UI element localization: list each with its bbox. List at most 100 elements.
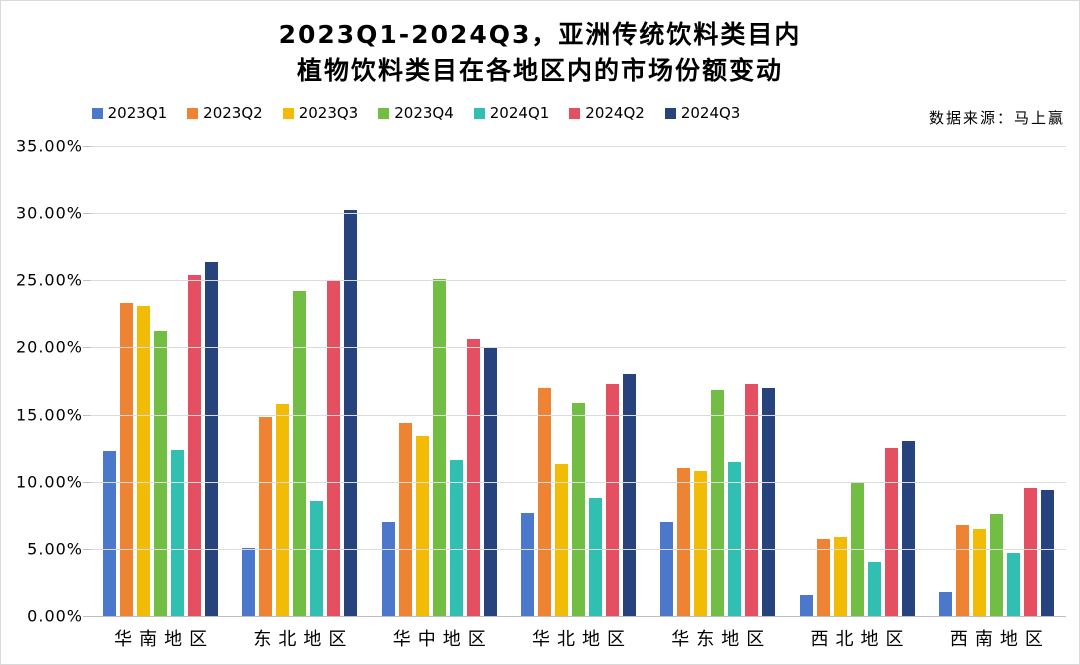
bar-2023q4: [432, 278, 446, 616]
legend-item-2023q2: 2023Q2: [187, 104, 263, 122]
y-axis-tick: [83, 481, 91, 483]
legend-swatch-icon: [664, 107, 676, 119]
gridline: [91, 213, 1066, 215]
gridline: [91, 347, 1066, 349]
gridline: [91, 481, 1066, 483]
y-axis-label: 35.00%: [15, 136, 83, 156]
bar-2024q3: [622, 374, 636, 616]
y-axis-label: 10.00%: [15, 472, 83, 492]
bar-group-4: [509, 146, 648, 616]
legend-swatch-icon: [187, 107, 199, 119]
bar-2023q3: [694, 470, 708, 616]
x-axis-label: 华中地区: [392, 629, 493, 650]
bar-2023q1: [103, 450, 117, 616]
x-axis-label: 东北地区: [253, 629, 354, 650]
gridline: [91, 280, 1066, 282]
bar-2023q2: [816, 539, 830, 616]
x-axis-label: 华北地区: [531, 629, 632, 650]
legend-swatch-icon: [282, 107, 294, 119]
bar-2023q3: [137, 305, 151, 616]
bar-2023q3: [276, 403, 290, 616]
x-axis-label: 西北地区: [810, 629, 911, 650]
legend-item-2024q2: 2024Q2: [569, 104, 645, 122]
legend-label: 2024Q3: [680, 104, 741, 122]
bar-2024q1: [588, 497, 602, 616]
bar-2023q2: [120, 303, 134, 616]
bar-2024q3: [1040, 489, 1054, 616]
bar-2023q3: [554, 464, 568, 616]
gridline: [91, 414, 1066, 416]
legend-item-2024q3: 2024Q3: [664, 104, 741, 122]
x-axis-line: [91, 616, 1066, 617]
legend-item-2023q1: 2023Q1: [91, 104, 167, 122]
bar-2023q2: [259, 417, 273, 616]
bar-2024q3: [762, 387, 776, 616]
y-axis-tick: [83, 548, 91, 550]
bar-2024q2: [1023, 488, 1037, 616]
y-axis-label: 20.00%: [15, 337, 83, 357]
bar-2023q2: [537, 387, 551, 616]
bar-2024q1: [449, 460, 463, 616]
data-source-label: 数据来源：马上赢: [928, 109, 1065, 127]
bar-group-5: [648, 146, 787, 616]
bar-group-6: [787, 146, 926, 616]
bar-2023q2: [398, 422, 412, 616]
bar-2024q1: [728, 461, 742, 616]
legend-label: 2023Q4: [394, 104, 454, 122]
y-axis-labels: 0.00% 5.00% 10.00% 15.00% 20.00% 25.00% 30.00%…: [1, 137, 83, 626]
plot-area: [83, 146, 1066, 617]
bar-2023q4: [989, 513, 1003, 616]
bar-2023q4: [154, 331, 168, 616]
bar-2024q2: [745, 383, 759, 616]
bar-2023q3: [833, 536, 847, 616]
bar-group-7: [927, 146, 1066, 616]
legend-label: 2024Q1: [489, 104, 550, 122]
bar-2024q1: [1006, 552, 1020, 616]
y-axis-tick: [83, 616, 91, 617]
bar-2023q1: [799, 594, 813, 616]
legend-item-2023q4: 2023Q4: [378, 104, 454, 122]
x-axis-label: 华东地区: [671, 629, 772, 650]
bar-2023q2: [677, 468, 691, 616]
bar-group-2: [230, 146, 369, 616]
bar-2024q1: [867, 562, 881, 616]
x-axis-label: 西南地区: [949, 629, 1050, 650]
bar-group-3: [370, 146, 509, 616]
y-axis-label: 5.00%: [27, 539, 83, 559]
bar-2024q3: [205, 261, 219, 616]
bar-group-1: [91, 146, 230, 616]
x-axis-label: 华南地区: [114, 629, 215, 650]
y-axis-tick: [83, 213, 91, 215]
bar-2023q1: [938, 591, 952, 616]
chart-title-line1: 2023Q1-2024Q3，亚洲传统饮料类目内: [278, 20, 802, 49]
chart-title-line2: 植物饮料类目在各地区内的市场份额变动: [296, 56, 783, 85]
legend-swatch-icon: [91, 107, 103, 119]
gridline: [91, 548, 1066, 550]
bar-2023q1: [660, 522, 674, 616]
x-axis-labels: 华南地区 东北地区 华中地区 华北地区 华东地区 西北地区 西南地区: [91, 625, 1066, 651]
bar-2023q3: [415, 436, 429, 616]
bar-2023q1: [520, 512, 534, 616]
bar-2023q3: [972, 528, 986, 616]
bar-2024q2: [466, 339, 480, 616]
y-axis-label: 0.00%: [27, 606, 83, 626]
y-axis-label: 30.00%: [15, 203, 83, 223]
bar-2023q1: [242, 547, 256, 616]
legend-swatch-icon: [378, 107, 390, 119]
bar-2023q4: [711, 390, 725, 616]
bar-2024q2: [327, 280, 341, 616]
bar-2024q3: [901, 441, 915, 616]
y-axis-tick: [83, 280, 91, 282]
bar-2023q2: [955, 524, 969, 616]
bar-2024q2: [605, 383, 619, 616]
legend-swatch-icon: [473, 107, 485, 119]
gridline: [91, 146, 1066, 147]
y-axis-tick: [83, 414, 91, 416]
bar-2024q1: [310, 500, 324, 616]
y-axis-tick: [83, 146, 91, 147]
y-axis-label: 15.00%: [15, 405, 83, 425]
bars-layer: [91, 146, 1066, 616]
chart-title: 2023Q1-2024Q3，亚洲传统饮料类目内 植物饮料类目在各地区内的市场份额…: [1, 17, 1079, 89]
legend-item-2023q3: 2023Q3: [282, 104, 358, 122]
